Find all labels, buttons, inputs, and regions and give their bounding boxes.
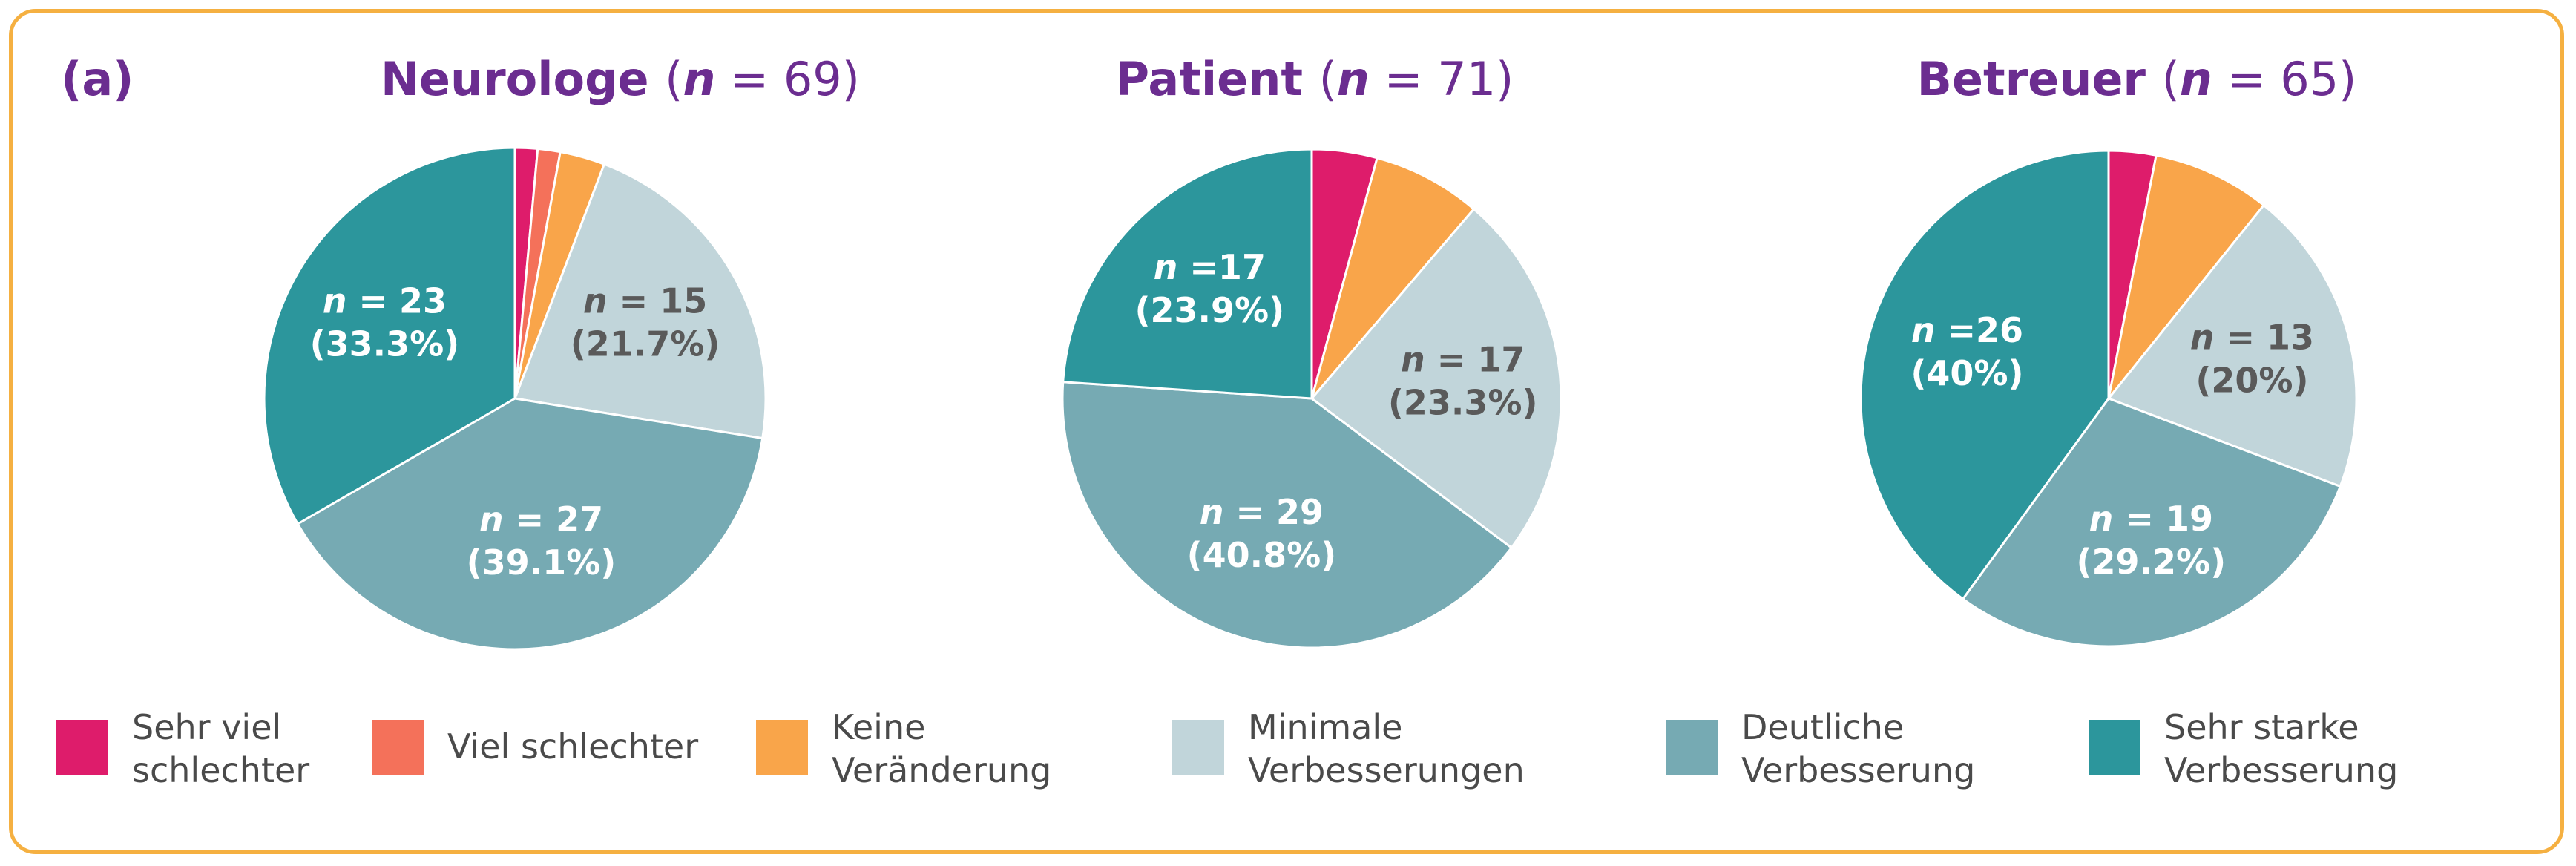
legend-item-sehr-viel-schlechter: Sehr viel schlechter bbox=[56, 707, 309, 790]
legend-item-deutliche-verbesserung: Deutliche Verbesserung bbox=[1666, 707, 1975, 790]
slice-label-minimale-verbesserungen: n = 15 (21.7%) bbox=[571, 281, 720, 364]
legend-swatch bbox=[2089, 720, 2140, 775]
legend-label: Sehr starke Verbesserung bbox=[2164, 707, 2398, 790]
pie-slice-deutliche-verbesserung bbox=[1961, 397, 2342, 648]
pie-slice-deutliche-verbesserung bbox=[296, 397, 764, 651]
slice-label-deutliche-verbesserung: n = 29 (40.8%) bbox=[1187, 492, 1337, 575]
slice-label-deutliche-verbesserung: n = 27 (39.1%) bbox=[467, 499, 617, 583]
legend-swatch bbox=[1172, 720, 1224, 775]
chart-title: Betreuer (n = 65) bbox=[1917, 52, 2357, 106]
legend-label: Deutliche Verbesserung bbox=[1741, 707, 1975, 790]
legend-label: Viel schlechter bbox=[447, 726, 698, 767]
legend-label: Keine Veränderung bbox=[832, 707, 1051, 790]
slice-label-minimale-verbesserungen: n = 13 (20%) bbox=[2190, 317, 2314, 400]
legend-swatch bbox=[1666, 720, 1718, 775]
panel-label: (a) bbox=[61, 52, 134, 106]
pie-slice-sehr-starke-verbesserung bbox=[1859, 149, 2110, 601]
legend-label: Sehr viel schlechter bbox=[132, 707, 309, 790]
pie-chart-patient: Patient (n = 71) n = 17 (23.3%) n = 29 (40.8… bbox=[1061, 52, 1563, 649]
pie-slice-minimale-verbesserungen bbox=[513, 163, 767, 440]
pie-slice-keine-veränderung bbox=[2107, 154, 2266, 399]
slice-label-sehr-starke-verbesserung: n = 23 (33.3%) bbox=[310, 281, 460, 364]
legend: Sehr viel schlechter Viel schlechter Keine V… bbox=[56, 707, 2398, 790]
legend-item-keine-veränderung: Keine Veränderung bbox=[756, 707, 1051, 790]
legend-item-viel-schlechter: Viel schlechter bbox=[372, 720, 698, 775]
pie-slice-deutliche-verbesserung bbox=[1061, 381, 1514, 649]
pie-chart-neurologe: Neurologe (n = 69) n = 15 (21.7%) n = 27 (39… bbox=[263, 52, 860, 651]
slice-label-sehr-starke-verbesserung: n =17 (23.9%) bbox=[1134, 247, 1284, 330]
legend-swatch bbox=[56, 720, 108, 775]
legend-swatch bbox=[372, 720, 424, 775]
legend-item-minimale-verbesserungen: Minimale Verbesserungen bbox=[1172, 707, 1525, 790]
pie-slice-sehr-starke-verbesserung bbox=[1062, 148, 1313, 400]
chart-title: Patient (n = 71) bbox=[1116, 52, 1514, 106]
pie-slice-minimale-verbesserungen bbox=[2106, 203, 2358, 488]
pie-slice-sehr-starke-verbesserung bbox=[263, 146, 516, 526]
chart-frame bbox=[9, 9, 2564, 854]
chart-title: Neurologe (n = 69) bbox=[381, 52, 860, 106]
legend-label: Minimale Verbesserungen bbox=[1248, 707, 1525, 790]
slice-label-minimale-verbesserungen: n = 17 (23.3%) bbox=[1388, 339, 1538, 422]
legend-item-sehr-starke-verbesserung: Sehr starke Verbesserung bbox=[2089, 707, 2398, 790]
pie-slice-minimale-verbesserungen bbox=[1310, 207, 1563, 550]
slice-label-deutliche-verbesserung: n = 19 (29.2%) bbox=[2076, 499, 2226, 582]
slice-label-sehr-starke-verbesserung: n =26 (40%) bbox=[1910, 310, 2023, 393]
pie-slice-keine-veränderung bbox=[1310, 156, 1476, 399]
pie-chart-betreuer: Betreuer (n = 65) n = 13 (20%) n = 19 (29.2%… bbox=[1859, 52, 2358, 648]
legend-swatch bbox=[756, 720, 808, 775]
